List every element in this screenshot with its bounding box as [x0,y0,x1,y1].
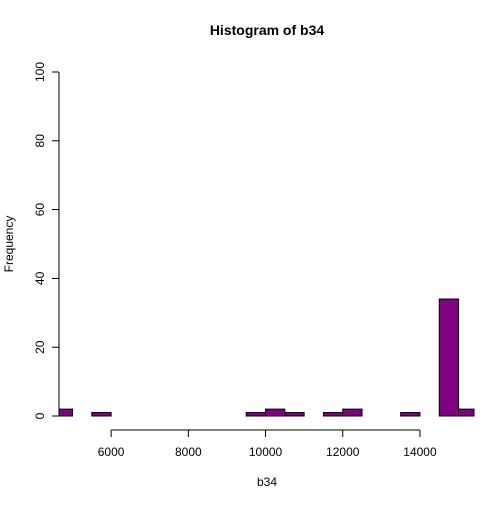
x-tick-label: 14000 [403,445,437,459]
y-tick-label: 60 [33,203,47,217]
y-tick-label: 40 [33,271,47,285]
chart-title: Histogram of b34 [210,22,325,38]
histogram-bar [400,412,421,417]
x-tick-label: 12000 [326,445,360,459]
x-axis: 6000 8000 10000 12000 14000 [98,429,437,459]
histogram-bar [342,408,363,417]
histogram-bar [58,408,74,417]
histogram-bar [438,298,460,417]
y-axis-label: Frequency [2,216,16,273]
histogram-bar [322,412,344,417]
y-tick-label: 80 [33,134,47,148]
y-axis: 0 20 40 60 80 100 [33,62,60,419]
x-tick-label: 6000 [98,445,125,459]
y-tick-label: 0 [33,412,47,419]
histogram-bar [458,408,475,417]
histogram-bar [91,412,112,417]
histogram-bar [265,408,286,417]
histogram-bar [245,412,267,417]
bars-group [58,298,475,417]
x-axis-label: b34 [257,475,277,489]
y-tick-label: 100 [33,62,47,82]
histogram-bar [284,412,305,417]
y-tick-label: 20 [33,340,47,354]
x-tick-label: 8000 [175,445,202,459]
x-tick-label: 10000 [249,445,283,459]
